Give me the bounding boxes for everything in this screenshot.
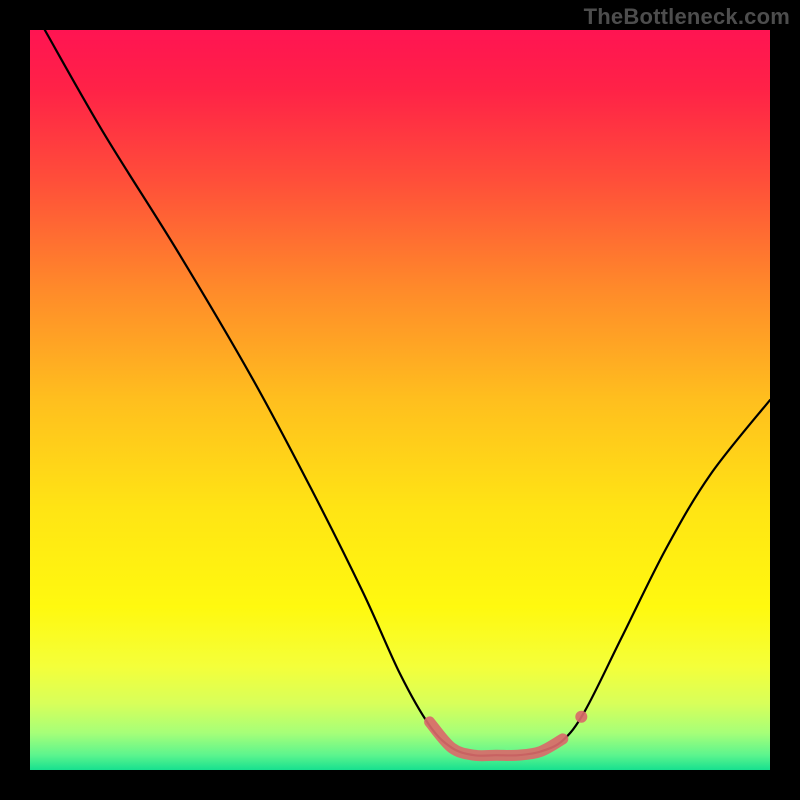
highlight-dot — [575, 711, 587, 723]
bottleneck-chart: TheBottleneck.com — [0, 0, 800, 800]
watermark-text: TheBottleneck.com — [584, 4, 790, 30]
chart-svg — [0, 0, 800, 800]
plot-background — [30, 30, 770, 770]
